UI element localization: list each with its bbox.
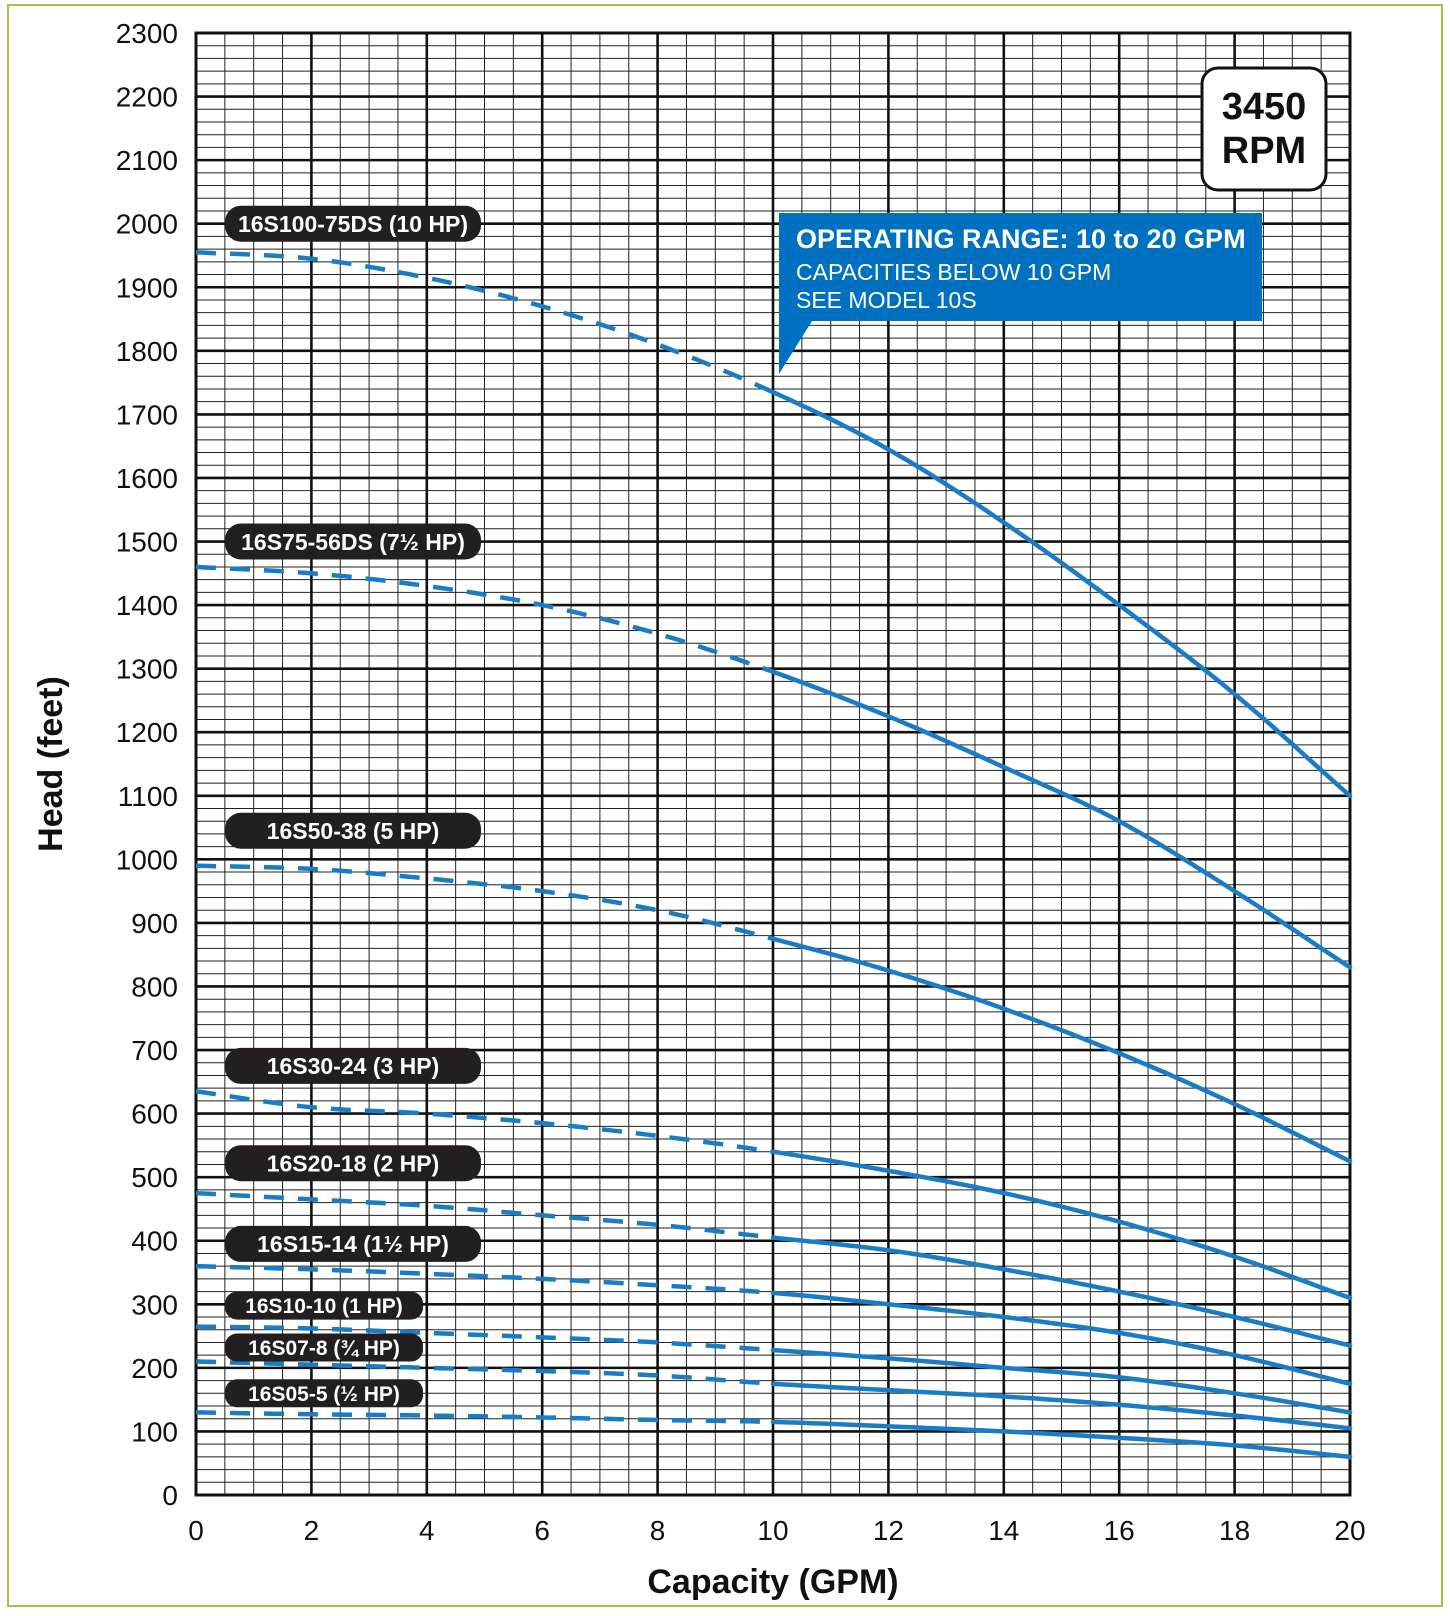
x-tick-label: 4 (419, 1515, 435, 1546)
y-tick-label: 2200 (116, 82, 178, 113)
y-tick-label: 300 (131, 1289, 178, 1320)
y-tick-label: 2100 (116, 145, 178, 176)
curve-label-text: 16S10-10 (1 HP) (245, 1295, 403, 1318)
curve-label: 16S10-10 (1 HP) (225, 1292, 423, 1320)
x-tick-label: 16 (1104, 1515, 1135, 1546)
curve-label: 16S05-5 (½ HP) (225, 1379, 423, 1407)
curve-label: 16S50-38 (5 HP) (225, 813, 481, 849)
x-tick-label: 0 (188, 1515, 204, 1546)
y-tick-label: 1300 (116, 654, 178, 685)
x-axis-label: Capacity (GPM) (647, 1563, 898, 1601)
curve-label-text: 16S15-14 (1½ HP) (257, 1231, 449, 1257)
operating-range-note-1: CAPACITIES BELOW 10 GPM (796, 259, 1111, 285)
curve-label: 16S75-56DS (7½ HP) (225, 524, 481, 560)
y-tick-label: 1700 (116, 399, 178, 430)
y-axis-label: Head (feet) (32, 676, 70, 852)
y-tick-label: 400 (131, 1226, 178, 1257)
rpm-badge-unit: RPM (1222, 130, 1306, 172)
curve-label: 16S30-24 (3 HP) (225, 1048, 481, 1084)
curve-label: 16S20-18 (2 HP) (225, 1145, 481, 1181)
curve-label-text: 16S30-24 (3 HP) (267, 1053, 440, 1079)
x-tick-label: 2 (304, 1515, 320, 1546)
y-tick-label: 1100 (118, 781, 178, 812)
x-tick-label: 14 (988, 1515, 1019, 1546)
x-tick-label: 12 (873, 1515, 904, 1546)
y-tick-label: 1600 (116, 463, 178, 494)
operating-range-note-2: SEE MODEL 10S (796, 287, 977, 313)
rpm-badge-speed: 3450 (1222, 86, 1307, 128)
x-tick-label: 6 (534, 1515, 550, 1546)
y-tick-label: 1900 (116, 272, 178, 303)
curve-label: 16S15-14 (1½ HP) (225, 1226, 481, 1262)
curve-label-text: 16S100-75DS (10 HP) (238, 211, 468, 237)
y-tick-label: 1500 (116, 527, 178, 558)
y-tick-label: 700 (131, 1035, 178, 1066)
y-tick-label: 2000 (116, 209, 178, 240)
y-tick-label: 100 (131, 1416, 178, 1447)
rpm-badge: 3450 RPM (1202, 68, 1326, 190)
curve-label-text: 16S50-38 (5 HP) (267, 818, 440, 844)
x-tick-label: 10 (757, 1515, 788, 1546)
curve-label-text: 16S05-5 (½ HP) (248, 1383, 400, 1406)
curve-label-text: 16S07-8 (¾ HP) (248, 1337, 400, 1360)
y-tick-label: 1200 (116, 717, 178, 748)
y-tick-label: 600 (131, 1099, 178, 1130)
curve-label-text: 16S75-56DS (7½ HP) (241, 529, 465, 555)
y-tick-label: 2300 (116, 18, 178, 49)
y-tick-label: 800 (131, 971, 178, 1002)
y-tick-label: 1800 (116, 336, 178, 367)
y-tick-label: 0 (162, 1480, 178, 1511)
y-tick-label: 500 (131, 1162, 178, 1193)
curve-label: 16S100-75DS (10 HP) (225, 206, 481, 242)
curve-label-text: 16S20-18 (2 HP) (267, 1150, 440, 1176)
x-tick-label: 20 (1334, 1515, 1365, 1546)
y-tick-label: 1000 (116, 844, 178, 875)
y-tick-label: 200 (131, 1353, 178, 1384)
x-tick-label: 8 (650, 1515, 666, 1546)
y-tick-label: 1400 (116, 590, 178, 621)
curve-label: 16S07-8 (¾ HP) (225, 1334, 423, 1362)
operating-range-title: OPERATING RANGE: 10 to 20 GPM (796, 224, 1246, 254)
y-tick-label: 900 (131, 908, 178, 939)
x-tick-label: 18 (1219, 1515, 1250, 1546)
